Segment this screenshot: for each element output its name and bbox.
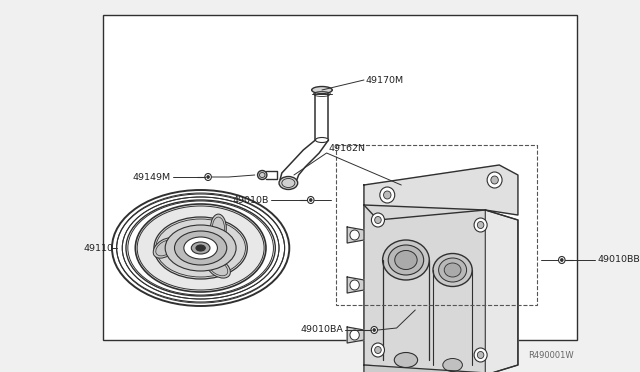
Ellipse shape: [135, 204, 266, 292]
Polygon shape: [347, 327, 364, 343]
Bar: [336, 145, 536, 305]
Ellipse shape: [394, 353, 418, 368]
Polygon shape: [364, 365, 518, 372]
Ellipse shape: [154, 217, 247, 279]
Ellipse shape: [312, 87, 332, 93]
Ellipse shape: [433, 253, 472, 286]
Circle shape: [559, 257, 565, 263]
Polygon shape: [347, 227, 364, 243]
Circle shape: [477, 221, 484, 228]
Text: 49010BA: 49010BA: [301, 326, 344, 334]
Circle shape: [350, 230, 359, 240]
Ellipse shape: [165, 225, 236, 271]
Circle shape: [309, 199, 312, 202]
Ellipse shape: [388, 245, 424, 275]
Circle shape: [371, 343, 385, 357]
Ellipse shape: [196, 245, 205, 251]
Ellipse shape: [116, 194, 285, 302]
Ellipse shape: [184, 237, 218, 259]
Text: 49149M: 49149M: [132, 173, 171, 182]
Circle shape: [491, 176, 499, 184]
Ellipse shape: [211, 214, 227, 242]
Ellipse shape: [191, 242, 210, 254]
Ellipse shape: [126, 200, 275, 296]
Circle shape: [383, 191, 391, 199]
Circle shape: [374, 217, 381, 224]
Text: 49162N: 49162N: [328, 144, 365, 153]
Ellipse shape: [153, 238, 177, 258]
Circle shape: [350, 330, 359, 340]
Text: 49010B: 49010B: [232, 196, 269, 205]
Ellipse shape: [395, 250, 417, 269]
Text: 49110: 49110: [84, 244, 114, 253]
Ellipse shape: [122, 197, 279, 299]
Ellipse shape: [279, 176, 298, 189]
Circle shape: [474, 348, 487, 362]
Polygon shape: [364, 205, 518, 372]
Ellipse shape: [175, 231, 227, 265]
Circle shape: [487, 172, 502, 188]
Text: R490001W: R490001W: [528, 351, 574, 360]
Circle shape: [371, 213, 385, 227]
Circle shape: [373, 328, 376, 331]
Circle shape: [307, 196, 314, 203]
Ellipse shape: [257, 170, 267, 180]
Ellipse shape: [137, 206, 264, 290]
Circle shape: [477, 352, 484, 359]
Ellipse shape: [383, 240, 429, 280]
Ellipse shape: [112, 190, 289, 306]
Circle shape: [380, 187, 395, 203]
Circle shape: [205, 173, 211, 180]
Circle shape: [350, 280, 359, 290]
Ellipse shape: [156, 219, 245, 277]
Polygon shape: [364, 165, 518, 220]
Circle shape: [207, 176, 209, 179]
Polygon shape: [347, 277, 364, 293]
Polygon shape: [485, 210, 518, 372]
Ellipse shape: [444, 263, 461, 277]
Circle shape: [374, 346, 381, 353]
Ellipse shape: [206, 258, 230, 278]
Bar: [102, 15, 577, 340]
Ellipse shape: [438, 258, 467, 282]
Ellipse shape: [443, 359, 463, 372]
Circle shape: [561, 259, 563, 262]
Circle shape: [371, 327, 378, 334]
Text: 49010BB: 49010BB: [597, 256, 640, 264]
Ellipse shape: [316, 138, 328, 142]
Circle shape: [474, 218, 487, 232]
Text: 49170M: 49170M: [366, 76, 404, 84]
